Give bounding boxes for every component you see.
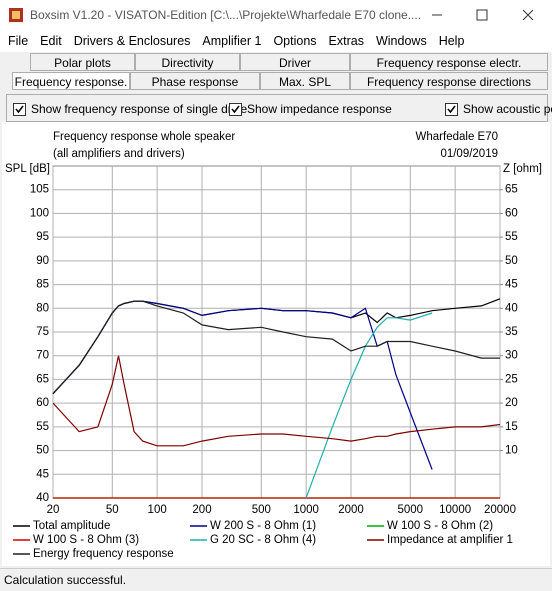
y-tick-label: 100	[30, 207, 49, 219]
legend-label: G 20 SC - 8 Ohm (4)	[210, 534, 316, 546]
tab[interactable]: Frequency response electr.	[350, 53, 548, 71]
annotation: 01/09/2019	[440, 148, 498, 160]
chart-title: Frequency response whole speaker	[53, 131, 235, 143]
menu-item[interactable]: Windows	[375, 34, 427, 48]
y-tick-label: 60	[36, 397, 49, 409]
checkbox[interactable]	[445, 103, 458, 116]
x-tick-label: 5000	[397, 504, 423, 516]
legend-label: Total amplitude	[33, 520, 110, 532]
tab[interactable]: Directivity	[135, 53, 240, 71]
checkbox[interactable]	[13, 103, 26, 116]
menu-item[interactable]: Options	[273, 34, 317, 48]
y2-tick-label: 35	[505, 326, 518, 338]
menu-bar: File Edit Drivers & Enclosures Amplifier 1 O…	[0, 30, 552, 52]
legend-label: Energy frequency response	[33, 548, 174, 560]
y-tick-label: 85	[36, 279, 49, 291]
window-controls[interactable]	[420, 0, 552, 30]
window-title: Boxsim V1.20 - VISATON-Edition [C:\...\P…	[30, 8, 422, 22]
tab[interactable]: Driver	[240, 53, 350, 71]
y2-tick-label: 30	[505, 350, 518, 362]
y-tick-label: 45	[36, 468, 49, 480]
x-tick-label: 2000	[338, 504, 364, 516]
y2-tick-label: 10	[505, 445, 518, 457]
y-tick-label: 70	[36, 350, 49, 362]
y2-axis-label: Z [ohm]	[503, 163, 542, 175]
menu-item[interactable]: File	[8, 34, 29, 48]
y-tick-label: 80	[36, 302, 49, 314]
y2-tick-label: 55	[505, 231, 518, 243]
title-bar: Boxsim V1.20 - VISATON-Edition [C:\...\P…	[0, 0, 552, 30]
tab[interactable]: Phase response	[130, 72, 260, 90]
option-label: Show acoustic pc	[463, 102, 552, 116]
legend-label: Impedance at amplifier 1	[387, 534, 513, 546]
series-line	[52, 300, 500, 395]
status-bar: Calculation successful.	[0, 568, 552, 591]
y-tick-label: 65	[36, 373, 49, 385]
x-tick-label: 10000	[439, 504, 471, 516]
x-tick-label: 20	[47, 504, 60, 516]
status-text: Calculation successful.	[4, 573, 127, 587]
options-bar	[6, 94, 548, 122]
check-mark	[15, 105, 24, 114]
x-tick-label: 500	[252, 504, 271, 516]
y-tick-label: 40	[36, 492, 49, 504]
y2-tick-label: 60	[505, 207, 518, 219]
chart-subtitle: (all amplifiers and drivers)	[53, 148, 185, 160]
y-tick-label: 95	[36, 231, 49, 243]
option-label: Show impedance response	[247, 102, 392, 116]
y2-tick-label: 45	[505, 279, 518, 291]
menu-item[interactable]: Help	[438, 34, 465, 48]
y2-tick-label: 25	[505, 373, 518, 385]
legend-label: W 100 S - 8 Ohm (2)	[387, 520, 493, 532]
x-tick-label: 100	[148, 504, 167, 516]
checkbox[interactable]	[229, 103, 242, 116]
y2-tick-label: 15	[505, 421, 518, 433]
checkbox-option[interactable]: Show acoustic pc	[445, 102, 552, 116]
tab[interactable]: Frequency response directions	[350, 72, 548, 90]
y2-tick-label: 20	[505, 397, 518, 409]
y-tick-label: 50	[36, 445, 49, 457]
menu-item[interactable]: Amplifier 1	[202, 34, 262, 48]
x-tick-label: 1000	[293, 504, 319, 516]
y2-tick-label: 40	[505, 302, 518, 314]
check-mark	[447, 105, 456, 114]
app-icon	[9, 8, 23, 22]
tab[interactable]: Polar plots	[30, 53, 135, 71]
x-tick-label: 20000	[484, 504, 516, 516]
y-axis-label: SPL [dB]	[5, 163, 50, 175]
series-line	[305, 312, 433, 499]
legend-label: W 200 S - 8 Ohm (1)	[210, 520, 316, 532]
tab[interactable]: Max. SPL	[260, 72, 350, 90]
series-line	[52, 355, 501, 447]
y-tick-label: 75	[36, 326, 49, 338]
y-tick-label: 90	[36, 255, 49, 267]
y2-tick-label: 65	[505, 184, 518, 196]
x-tick-label: 200	[192, 504, 211, 516]
menu-item[interactable]: Extras	[328, 34, 364, 48]
chart: Frequency response whole speaker (all am…	[2, 122, 550, 566]
checkbox-option[interactable]: Show impedance response	[229, 102, 392, 116]
x-tick-label: 50	[106, 504, 119, 516]
annotation: Wharfedale E70	[416, 131, 498, 143]
legend-label: W 100 S - 8 Ohm (3)	[33, 534, 139, 546]
menu-item[interactable]: Drivers & Enclosures	[73, 34, 191, 48]
checkbox-option[interactable]: Show frequency response of single drive	[13, 102, 247, 116]
menu-item[interactable]: Edit	[40, 34, 62, 48]
tab[interactable]: Frequency response.	[12, 72, 130, 90]
y2-tick-label: 50	[505, 255, 518, 267]
y-tick-label: 55	[36, 421, 49, 433]
y-tick-label: 105	[30, 184, 49, 196]
check-mark	[231, 105, 240, 114]
option-label: Show frequency response of single drive	[31, 102, 248, 116]
